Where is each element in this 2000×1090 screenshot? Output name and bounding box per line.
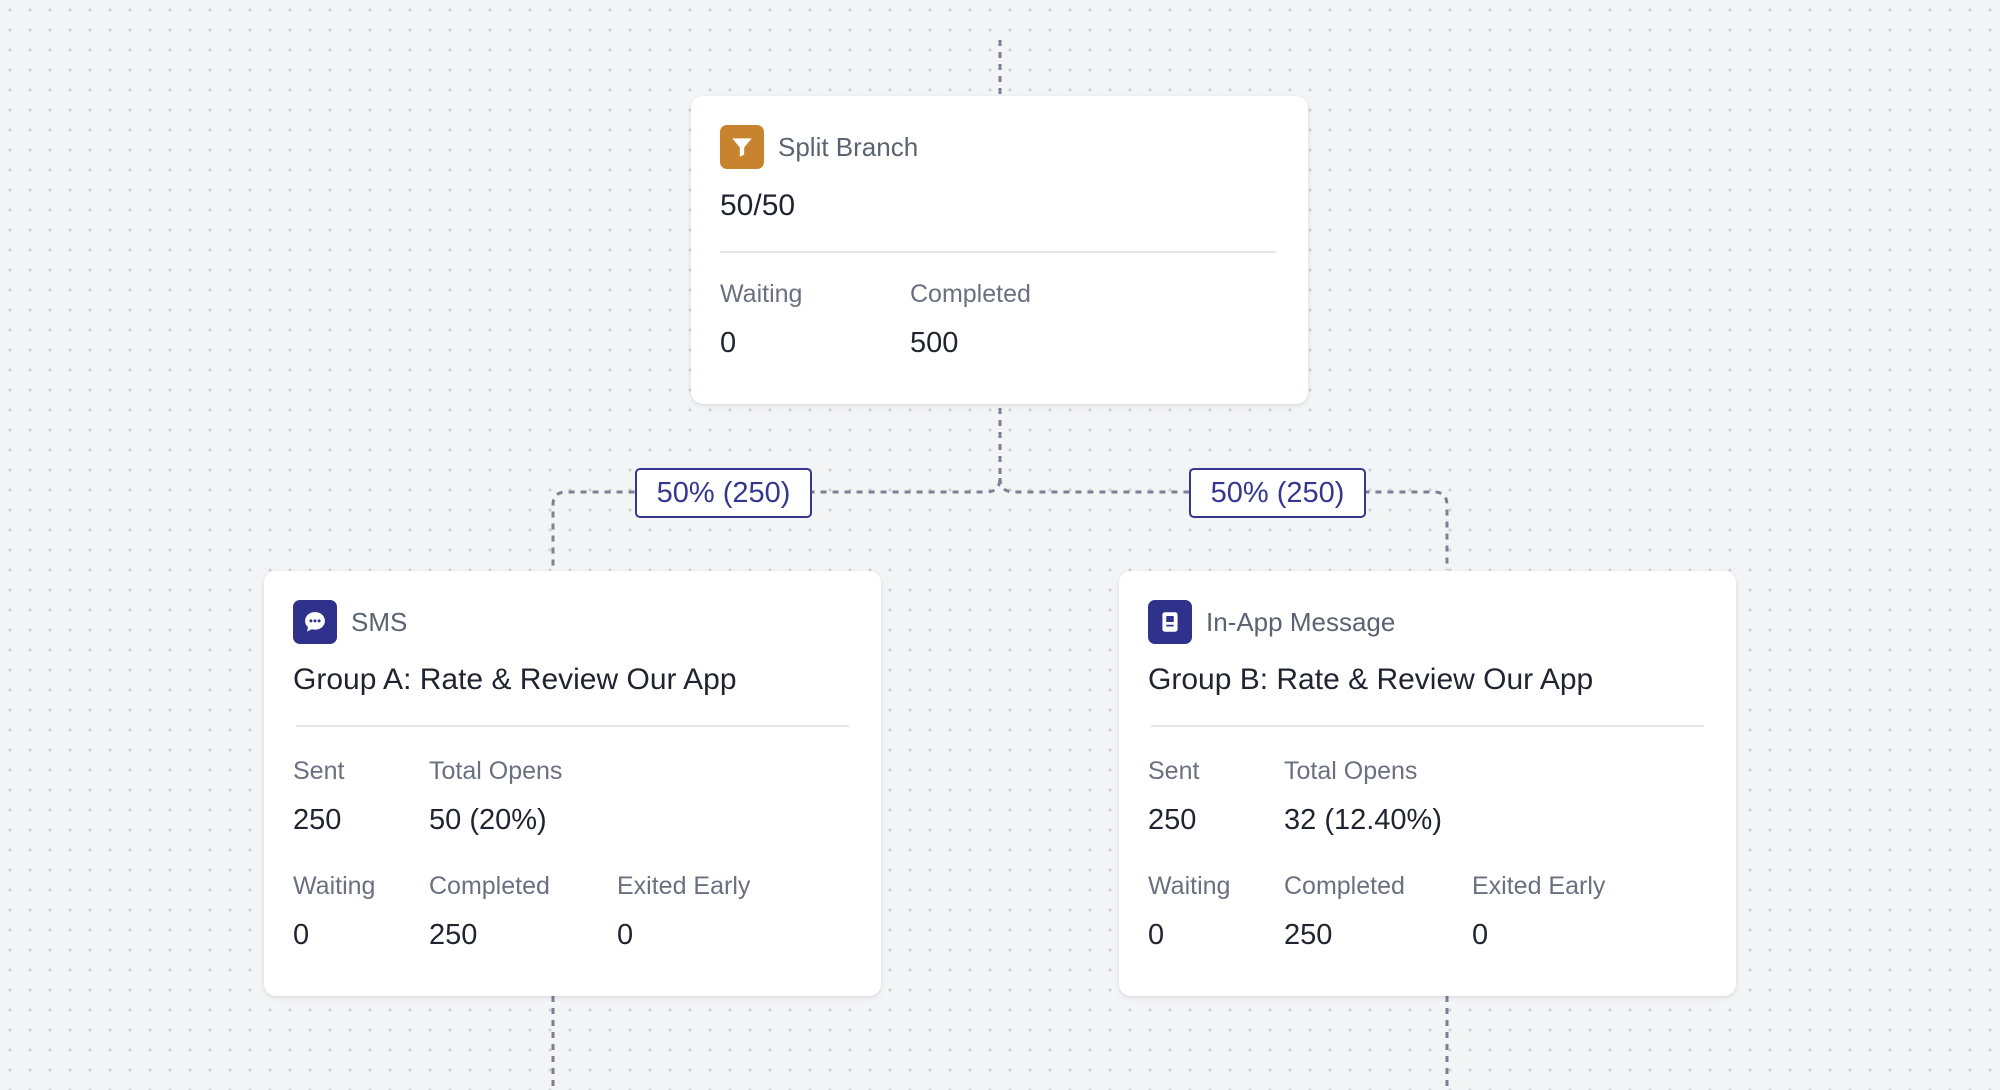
- metric-label: Completed: [910, 280, 1031, 308]
- metric-sent: Sent 250: [293, 759, 344, 835]
- metric-label: Waiting: [293, 872, 376, 900]
- sms-node[interactable]: SMS Group A: Rate & Review Our App Sent …: [264, 571, 881, 996]
- in-app-message-icon: [1148, 600, 1192, 644]
- metric-completed: Completed 250: [1284, 874, 1405, 950]
- sms-node-header: SMS: [293, 600, 407, 644]
- metric-label: Exited Early: [617, 872, 751, 900]
- metric-waiting: Waiting 0: [720, 282, 802, 358]
- in-app-node-header: In-App Message: [1148, 600, 1395, 644]
- edge-label-left[interactable]: 50% (250): [635, 468, 812, 518]
- metric-total-opens: Total Opens 32 (12.40%): [1284, 759, 1442, 835]
- node-title: Group A: Rate & Review Our App: [293, 663, 737, 696]
- metric-value: 32 (12.40%): [1284, 804, 1442, 836]
- filter-icon: [720, 125, 764, 169]
- metric-value: 250: [1148, 804, 1197, 836]
- metric-label: Completed: [429, 872, 550, 900]
- right-branch-connector: [998, 477, 1449, 570]
- metric-value: 250: [429, 919, 478, 951]
- metric-label: Waiting: [1148, 872, 1231, 900]
- split-branch-header: Split Branch: [720, 125, 918, 169]
- edge-label-right-text: 50% (250): [1210, 476, 1345, 509]
- metric-total-opens: Total Opens 50 (20%): [429, 759, 562, 835]
- metric-waiting: Waiting 0: [1148, 874, 1230, 950]
- metric-value: 500: [910, 327, 959, 359]
- metric-label: Total Opens: [1284, 757, 1418, 785]
- metric-value: 0: [1472, 919, 1489, 951]
- metric-completed: Completed 250: [429, 874, 550, 950]
- node-type-label: Split Branch: [778, 131, 919, 162]
- metric-label: Waiting: [720, 280, 803, 308]
- node-divider: [296, 725, 849, 727]
- metric-label: Exited Early: [1472, 872, 1606, 900]
- edge-label-left-text: 50% (250): [656, 476, 791, 509]
- metric-value: 50 (20%): [429, 804, 547, 836]
- metric-label: Total Opens: [429, 757, 563, 785]
- metric-value: 0: [617, 919, 634, 951]
- metric-sent: Sent 250: [1148, 759, 1199, 835]
- metric-value: 0: [720, 327, 737, 359]
- edge-label-right[interactable]: 50% (250): [1189, 468, 1366, 518]
- metric-value: 250: [1284, 919, 1333, 951]
- in-app-message-node[interactable]: In-App Message Group B: Rate & Review Ou…: [1119, 571, 1736, 996]
- node-divider: [1151, 725, 1704, 727]
- metric-value: 0: [1148, 919, 1165, 951]
- metric-value: 0: [293, 919, 310, 951]
- metric-label: Sent: [1148, 757, 1200, 785]
- node-type-label: In-App Message: [1206, 606, 1396, 637]
- metric-waiting: Waiting 0: [293, 874, 375, 950]
- split-branch-node[interactable]: Split Branch 50/50 Waiting 0 Completed 5…: [691, 96, 1308, 404]
- metric-value: 250: [293, 804, 342, 836]
- metric-exited-early: Exited Early 0: [617, 874, 750, 950]
- metric-label: Completed: [1284, 872, 1405, 900]
- metric-exited-early: Exited Early 0: [1472, 874, 1605, 950]
- node-divider: [720, 251, 1276, 253]
- node-title: 50/50: [720, 189, 796, 222]
- node-type-label: SMS: [351, 606, 408, 637]
- chat-bubble-icon: [293, 600, 337, 644]
- node-title: Group B: Rate & Review Our App: [1148, 663, 1594, 696]
- metric-label: Sent: [293, 757, 345, 785]
- metric-completed: Completed 500: [910, 282, 1031, 358]
